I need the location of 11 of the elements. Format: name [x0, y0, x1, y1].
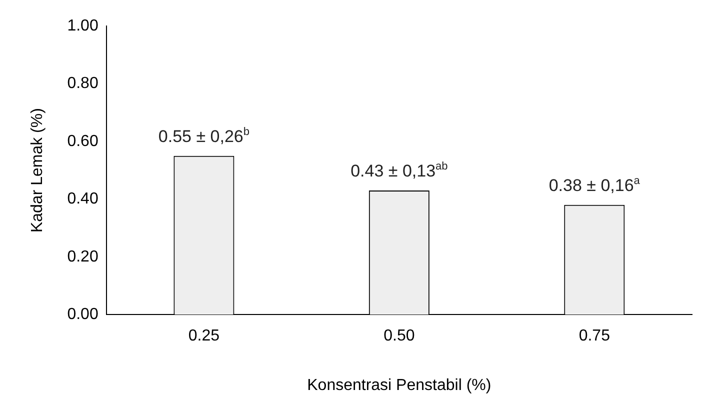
y-tick-label: 0.80 [67, 75, 98, 92]
x-tick-label: 0.25 [188, 328, 220, 345]
y-tick-label: 1.00 [67, 17, 98, 34]
x-axis-title: Konsentrasi Penstabil (%) [307, 376, 492, 394]
y-tick-label: 0.00 [67, 306, 98, 324]
y-axis-title: Kadar Lemak (%) [29, 108, 46, 233]
y-tick-label: 0.60 [67, 132, 98, 150]
x-tick-label: 0.50 [384, 328, 415, 345]
y-tick-label: 0.20 [67, 248, 98, 266]
y-tick-label: 0.40 [67, 190, 98, 208]
x-tick-label: 0.75 [578, 328, 610, 345]
